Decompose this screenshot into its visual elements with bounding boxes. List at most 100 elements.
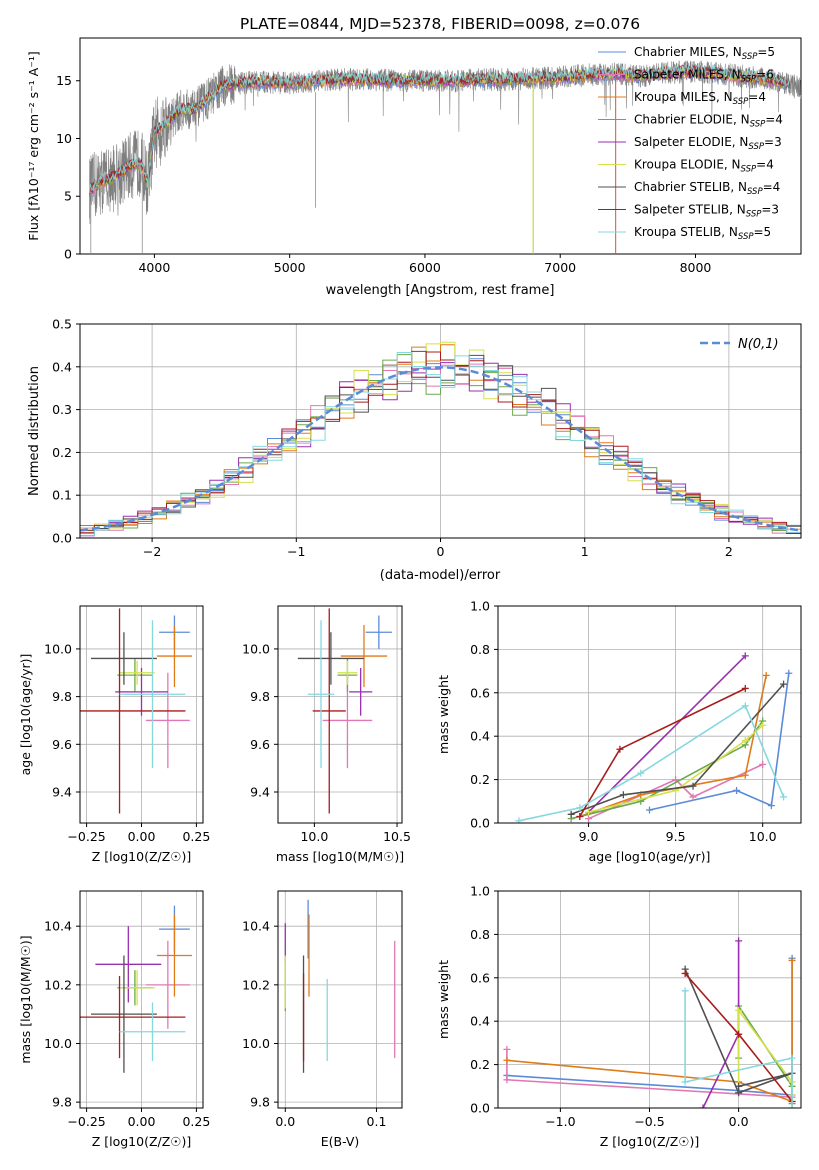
y-tick-label: 9.8 [250,689,270,704]
y-tick-label: 10.0 [242,641,270,656]
x-tick-label: 9.0 [579,829,599,844]
data-marker [741,702,749,710]
legend-subscript: SSP [738,232,754,242]
y-tick-label: 0.6 [470,685,490,700]
model-spectrum [89,63,791,194]
x-tick-label: 0.1 [367,1114,387,1129]
data-marker [585,808,593,816]
legend-value: =4 [763,180,781,194]
x-axis-label: Z [log10(Z/Z☉)] [92,849,192,864]
legend-subscript: SSP [746,210,762,220]
data-marker [780,680,788,688]
data-marker [759,760,767,768]
spectrum-legend: Chabrier MILES, NSSP=5 Salpeter MILES, NS… [598,45,783,242]
x-tick-label: −0.25 [67,829,105,844]
data-marker [567,810,575,818]
data-marker [503,1056,511,1064]
data-marker [741,684,749,692]
legend-label: Salpeter ELODIE, NSSP=3 [634,135,782,152]
x-tick-label: −1 [287,544,305,559]
x-tick-label: 10.5 [383,829,411,844]
subplot-frame [497,605,802,824]
legend-label: Salpeter MILES, NSSP=6 [634,68,774,85]
data-marker [515,817,523,823]
y-tick-label: 9.6 [250,737,270,752]
y-tick-label: 10.2 [44,977,72,992]
x-axis-label: Z [log10(Z/Z☉)] [92,1134,192,1149]
histogram-legend: N(0,1) [700,337,779,352]
mass-weight-line [588,655,746,813]
data-marker [788,1104,796,1108]
data-marker [735,1030,743,1038]
y-tick-label: 0.4 [470,1014,490,1029]
data-marker [762,671,770,679]
data-marker [681,969,689,977]
data-marker [735,1006,743,1014]
legend-subscript: SSP [741,165,757,175]
histogram-series [80,352,801,536]
legend-subscript: SSP [742,52,758,62]
mass-weight-line [684,968,793,1094]
subplot-frame [277,605,403,824]
y-tick-label: 0.8 [470,927,490,942]
x-tick-label: 0.00 [128,1114,156,1129]
legend-subscript: SSP [748,142,764,152]
y-axis-label: mass weight [436,675,451,754]
histogram-series [80,362,801,537]
data-marker [585,815,593,823]
y-tick-label: 1.0 [470,884,490,899]
subplot-6: 0.0 0.1 9.8 10.0 10.2 10.4 E(B-V) [242,890,403,1149]
spectrum-frame [79,37,802,255]
data-marker [741,652,749,660]
x-tick-label: 0.25 [182,829,210,844]
y-tick-label: 0.2 [470,772,490,787]
plot-area [515,652,793,823]
x-tick-label: 6000 [409,260,441,275]
y-axis-label: mass weight [436,960,451,1039]
data-marker [699,1104,707,1108]
page-title: PLATE=0844, MJD=52378, FIBERID=0098, z=0… [240,15,640,33]
data-marker [503,1076,511,1084]
y-tick-label: 9.8 [250,1095,270,1110]
data-marker [735,937,743,945]
legend-label: N(0,1) [738,337,779,352]
legend-value: =5 [754,225,772,239]
y-tick-label: 0.3 [52,402,72,417]
data-marker [759,721,767,729]
mass-weight-line [506,960,793,1103]
data-marker [681,987,689,995]
x-tick-label: 4000 [138,260,170,275]
x-tick-label: 0.0 [729,1114,749,1129]
y-tick-label: 9.4 [250,785,270,800]
x-tick-label: 10.0 [300,829,328,844]
data-marker [788,956,796,964]
data-marker [735,1089,743,1097]
y-tick-label: 10.4 [44,919,72,934]
x-tick-label: −0.5 [634,1114,664,1129]
x-tick-label: −1.0 [545,1114,575,1129]
x-axis-label: E(B-V) [321,1134,360,1149]
y-tick-label: 15 [56,73,72,88]
data-marker [733,786,741,794]
subplot-3: 10.0 10.5 9.4 9.6 9.8 10.0 mass [log10(M/M☉)] [242,605,411,864]
y-tick-label: 10.4 [242,919,270,934]
spectrum-ylabel: Flux [fλ10⁻¹⁷ erg cm⁻² s⁻¹ A⁻¹] [26,51,41,240]
legend-label: Chabrier ELODIE, NSSP=4 [634,113,783,130]
data-marker [735,1082,743,1090]
y-tick-label: 0.1 [52,488,72,503]
plot-area [503,937,796,1108]
y-tick-label: 0.8 [470,642,490,657]
legend-label: Kroupa ELODIE, NSSP=4 [634,158,774,175]
x-tick-label: 10.0 [749,829,777,844]
data-marker [576,804,584,812]
histogram-ylabel: Normed distribution [27,366,42,496]
x-tick-label: 9.5 [666,829,686,844]
legend-value: =3 [761,203,779,217]
histogram-series [80,341,801,531]
mass-weight-line [684,990,793,1108]
legend-label: Chabrier STELIB, NSSP=4 [634,180,780,197]
y-tick-label: 10.0 [44,641,72,656]
x-axis-label: age [log10(age/yr)] [589,849,711,864]
histogram-series [80,351,801,534]
